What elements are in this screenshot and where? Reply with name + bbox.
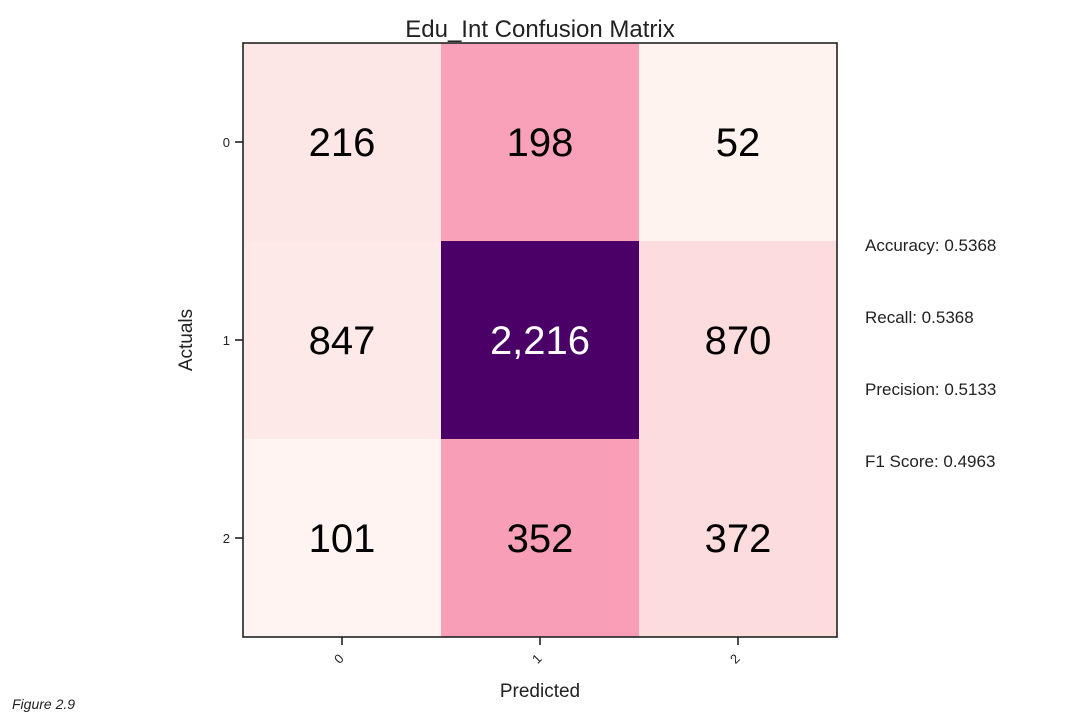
accuracy-metric: Accuracy: 0.5368 [865,236,997,255]
cell-value-label: 352 [507,517,574,561]
cell-value-label: 52 [716,121,761,165]
heatmap-cell [441,241,640,440]
cell-value-label: 198 [507,121,574,165]
heatmap-cell [243,439,442,638]
y-tick-label: 0 [223,135,230,150]
x-axis-ticks: 0 1 2 [331,637,743,667]
x-tick-label: 0 [331,651,347,667]
precision-metric: Precision: 0.5133 [865,380,997,399]
heatmap-cell [639,43,838,242]
y-tick-label: 1 [223,333,230,348]
x-axis-label: Predicted [500,681,580,702]
y-tick-label: 2 [223,531,230,546]
cell-value-label: 216 [309,121,376,165]
heatmap-value-labels: 216 198 52 847 2,216 870 101 352 372 [309,121,772,561]
x-tick-label: 2 [727,651,743,667]
cell-value-label: 372 [705,517,772,561]
y-axis-ticks: 0 1 2 [223,135,243,546]
cell-value-label: 870 [705,319,772,363]
cell-value-label: 2,216 [490,319,590,363]
x-tick-label: 1 [529,651,545,667]
chart-title: Edu_Int Confusion Matrix [405,16,674,43]
heatmap-cell [441,43,640,242]
heatmap-cell [639,241,838,440]
heatmap-cells [243,43,838,638]
heatmap-cell [243,43,442,242]
figure-caption: Figure 2.9 [12,696,76,712]
y-axis-label: Actuals [176,309,197,371]
heatmap-cell [441,439,640,638]
cell-value-label: 101 [309,517,376,561]
heatmap-cell [243,241,442,440]
recall-metric: Recall: 0.5368 [865,308,974,327]
f1-score-metric: F1 Score: 0.4963 [865,452,996,471]
heatmap-cell [639,439,838,638]
cell-value-label: 847 [309,319,376,363]
